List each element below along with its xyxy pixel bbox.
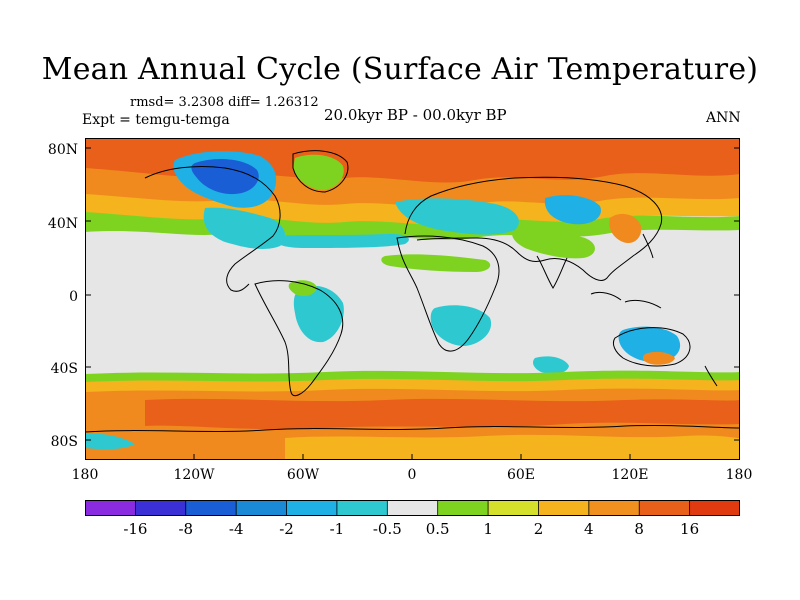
lon-label-180w: 180 — [71, 467, 99, 483]
asia-green-region — [512, 228, 595, 259]
colorbar-label: -0.5 — [372, 520, 402, 538]
colorbar-cell — [286, 500, 338, 516]
lon-label-120w: 120W — [173, 467, 215, 483]
colorbar-cell — [185, 500, 238, 516]
west-africa-green — [381, 254, 491, 272]
laurentide-strong-cold — [191, 158, 259, 195]
eurasia-cyan-region — [395, 198, 519, 235]
coastline-eurasia — [404, 176, 663, 281]
colorbar-cell — [85, 500, 137, 516]
colorbar-label: -4 — [228, 520, 244, 538]
colorbar-label: -2 — [279, 520, 294, 538]
colorbar-label: 16 — [680, 520, 700, 538]
coastline-australia — [612, 327, 691, 367]
colorbar-cell — [386, 500, 439, 516]
colorbar-cell — [235, 500, 288, 516]
colorbar-label: 4 — [584, 520, 594, 538]
africa-cyan-region — [430, 305, 492, 346]
colorbar-cell — [689, 500, 740, 516]
colorbar-cell — [487, 500, 540, 516]
indian-ocean-cyan — [533, 356, 569, 374]
colorbar — [85, 500, 740, 516]
lat-label-80s: 80S — [50, 434, 78, 450]
lon-label-180e: 180 — [725, 467, 753, 483]
antarctic-coast-cyan — [85, 433, 135, 450]
colorbar-cell — [638, 500, 691, 516]
coastline-south-america — [254, 280, 344, 397]
colorbar-cell — [336, 500, 389, 516]
map-title: Mean Annual Cycle (Surface Air Temperatu… — [41, 52, 759, 87]
colorbar-cell — [134, 500, 187, 516]
south-america-cyan — [293, 285, 344, 343]
colorbar-label: -16 — [123, 520, 148, 538]
map-ticks — [85, 147, 740, 460]
colorbar-label: 0.5 — [425, 520, 450, 538]
east-asia-orange — [609, 213, 642, 244]
lat-label-40n: 40N — [47, 216, 78, 232]
colorbar-label: -8 — [178, 520, 194, 538]
tibet-cyan-region — [544, 195, 601, 225]
colorbar-label: 8 — [634, 520, 644, 538]
colorbar-label: -1 — [329, 520, 345, 538]
coastline-indonesia — [590, 291, 662, 309]
greenland-green — [293, 154, 344, 190]
coastlines — [85, 150, 740, 433]
lon-label-0: 0 — [407, 467, 417, 483]
coastline-north-america — [144, 166, 281, 292]
lon-label-60e: 60E — [506, 467, 536, 483]
season-label: ANN — [706, 110, 741, 126]
australia-orange-edge — [643, 351, 675, 365]
lon-label-120e: 120E — [611, 467, 649, 483]
southern-red-band — [145, 398, 740, 430]
colorbar-label: 1 — [483, 520, 493, 538]
coastline-africa — [396, 235, 500, 352]
colorbar-label: 2 — [533, 520, 544, 538]
colorbar-cell — [588, 500, 641, 516]
coastline-india — [536, 255, 568, 289]
lat-label-equator: 0 — [69, 289, 78, 305]
experiment-label: Expt = temgu-temga — [82, 112, 230, 128]
colorbar-cell — [538, 500, 590, 516]
north-america-cyan — [203, 207, 286, 249]
lon-label-60w: 60W — [286, 467, 320, 483]
coastline-japan — [642, 233, 654, 259]
colorbar-cell — [437, 500, 489, 516]
lat-label-80n: 80N — [47, 142, 78, 158]
lat-label-40s: 40S — [50, 361, 78, 377]
antarctic-yellow — [285, 434, 740, 460]
rmsd-diff-stats: rmsd= 3.2308 diff= 1.26312 — [130, 95, 319, 110]
coastline-antarctica — [85, 424, 740, 433]
period-label: 20.0kyr BP - 00.0kyr BP — [324, 106, 507, 124]
atlantic-cyan-band — [274, 233, 409, 248]
coastline-newzealand — [704, 365, 718, 387]
amazon-green-patch — [288, 280, 317, 296]
temperature-anomaly-map — [85, 138, 740, 460]
coastline-greenland — [292, 150, 349, 193]
